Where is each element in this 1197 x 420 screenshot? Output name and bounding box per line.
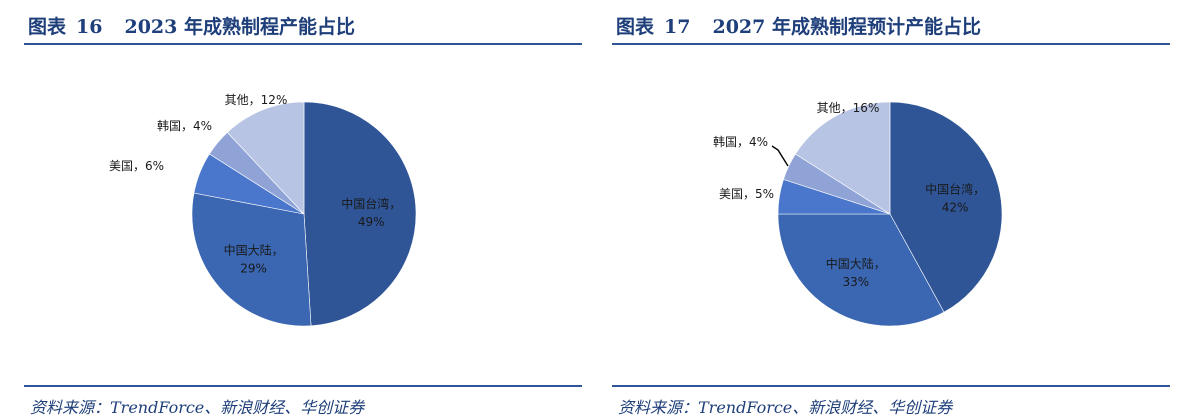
slice-value-other: 16% bbox=[853, 101, 880, 115]
leader-line-korea bbox=[771, 145, 789, 167]
figure-title: 图表 16 2023 年成熟制程产能占比 bbox=[28, 12, 355, 39]
slice-value-mainland: 29% bbox=[240, 261, 267, 275]
slice-label-other: 其他，12% bbox=[225, 93, 288, 107]
slice-name-korea: 韩国， bbox=[713, 134, 749, 149]
figure-label: 图表 bbox=[28, 16, 67, 38]
pie-slice-taiwan bbox=[303, 101, 417, 327]
slice-label-mainland: 中国大陆， bbox=[826, 256, 886, 271]
slice-name-us: 美国， bbox=[719, 187, 755, 201]
pie-slice-other bbox=[795, 101, 891, 215]
slice-name-us: 美国， bbox=[109, 159, 145, 173]
slice-label-other: 其他，16% bbox=[817, 101, 880, 115]
pie-slice-other bbox=[226, 101, 305, 215]
slice-label-korea: 韩国，4% bbox=[157, 118, 212, 133]
slice-label-taiwan: 中国台湾， bbox=[925, 181, 985, 196]
chart-title: 2023 年成熟制程产能占比 bbox=[124, 16, 355, 38]
slice-value-us: 5% bbox=[755, 187, 774, 201]
source-note: 资料来源：TrendForce、新浪财经、华创证券 bbox=[618, 398, 953, 417]
slice-name-other: 其他， bbox=[225, 93, 261, 107]
slice-name-korea: 韩国， bbox=[157, 118, 193, 133]
figure-label: 图表 bbox=[616, 16, 655, 38]
source-divider bbox=[612, 385, 1170, 387]
pie-chart-2023: 中国台湾， 49% 中国大陆， 29% 美国，6% 韩国，4% 其他，12% bbox=[109, 93, 417, 327]
title-divider bbox=[612, 43, 1170, 45]
slice-value-korea: 4% bbox=[193, 119, 212, 133]
slice-value-taiwan: 49% bbox=[358, 215, 385, 229]
slice-label-us: 美国，6% bbox=[109, 159, 164, 173]
slice-value-mainland: 33% bbox=[842, 275, 869, 289]
pie-chart-2027: 中国台湾， 42% 中国大陆， 33% 美国，5% 韩国，4% 其他，16% bbox=[713, 101, 1003, 327]
slice-value-korea: 4% bbox=[749, 135, 768, 149]
figure-title: 图表 17 2027 年成熟制程预计产能占比 bbox=[616, 12, 981, 39]
slice-label-mainland: 中国大陆， bbox=[224, 242, 284, 257]
slice-label-korea: 韩国，4% bbox=[713, 134, 768, 149]
pie-slice-mainland bbox=[191, 192, 312, 327]
slice-label-taiwan: 中国台湾， bbox=[341, 196, 401, 211]
slice-name-other: 其他， bbox=[817, 101, 853, 115]
slice-value-other: 12% bbox=[261, 93, 288, 107]
chart-panel-2023: 图表 16 2023 年成熟制程产能占比 中国台湾， 49% 中国大陆， 29% 美国，6%… bbox=[24, 0, 582, 420]
chart-title: 2027 年成熟制程预计产能占比 bbox=[712, 16, 981, 38]
slice-label-us: 美国，5% bbox=[719, 187, 774, 201]
pie-slice-mainland bbox=[777, 213, 945, 327]
chart-panel-2027: 图表 17 2027 年成熟制程预计产能占比 中国台湾， 42% 中国大陆， 33% 美国，… bbox=[612, 0, 1170, 420]
source-note: 资料来源：TrendForce、新浪财经、华创证券 bbox=[30, 398, 365, 417]
slice-value-us: 6% bbox=[145, 159, 164, 173]
figure-number: 16 bbox=[76, 16, 103, 38]
figure-number: 17 bbox=[664, 16, 691, 38]
title-divider bbox=[24, 43, 582, 45]
pie-slice-taiwan bbox=[889, 101, 1003, 313]
slice-value-taiwan: 42% bbox=[942, 200, 969, 214]
source-divider bbox=[24, 385, 582, 387]
